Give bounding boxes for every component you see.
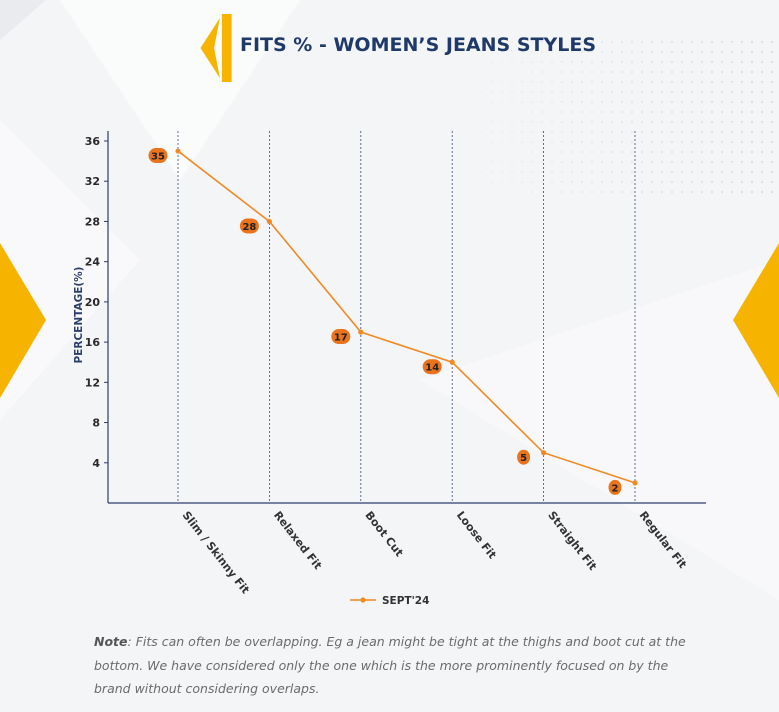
x-tick-label: Slim / Skinny Fit xyxy=(180,509,252,596)
y-tick-label: 36 xyxy=(85,135,101,148)
series-line xyxy=(177,150,636,484)
data-label-badge xyxy=(422,359,442,375)
line-chart: 4 8 12 16 20 24 28 32 36 PERCENTAGE(%) Slim / Skin… xyxy=(73,131,706,607)
x-tick-label: Straight Fit xyxy=(545,509,599,573)
left-accent-triangle xyxy=(0,243,46,398)
data-label-badge xyxy=(608,479,622,495)
y-tick-label: 28 xyxy=(85,215,100,228)
legend-label: SEPT'24 xyxy=(382,595,429,607)
page-title: FITS % - WOMEN’S JEANS STYLES xyxy=(240,34,596,56)
title-accent-icon xyxy=(200,13,232,83)
x-tick-label: Boot Cut xyxy=(362,509,405,559)
data-label: 2 xyxy=(612,483,619,494)
data-point xyxy=(632,480,638,486)
note-body: : Fits can often be overlapping. Eg a je… xyxy=(94,634,686,696)
data-point xyxy=(541,450,547,456)
data-label: 35 xyxy=(151,152,165,163)
data-label: 14 xyxy=(425,363,439,374)
data-label: 17 xyxy=(334,333,348,344)
y-tick-label: 32 xyxy=(85,175,100,188)
y-tick-label: 4 xyxy=(92,457,100,470)
data-label-badge xyxy=(239,218,259,234)
y-tick-label: 24 xyxy=(85,256,101,269)
x-tick-label: Loose Fit xyxy=(454,509,499,562)
x-tick-label: Regular Fit xyxy=(637,509,690,571)
y-tick-label: 12 xyxy=(85,376,100,389)
note-text: Note: Fits can often be overlapping. Eg … xyxy=(94,630,704,701)
data-label-badge xyxy=(517,449,531,465)
note-label: Note xyxy=(94,634,128,649)
data-point xyxy=(266,218,272,225)
data-point xyxy=(449,359,455,365)
data-label-badge xyxy=(331,329,351,345)
y-tick-label: 20 xyxy=(85,296,101,309)
data-label: 5 xyxy=(520,453,527,464)
data-label: 28 xyxy=(242,222,256,233)
right-accent-triangle xyxy=(733,243,779,398)
data-label-badge xyxy=(148,148,168,164)
y-tick-label: 16 xyxy=(85,336,101,349)
data-point xyxy=(358,329,364,335)
data-point xyxy=(175,148,181,154)
legend-marker xyxy=(360,597,366,603)
x-tick-label: Relaxed Fit xyxy=(271,509,324,572)
y-tick-label: 8 xyxy=(92,417,100,430)
y-axis-label: PERCENTAGE(%) xyxy=(73,266,85,363)
